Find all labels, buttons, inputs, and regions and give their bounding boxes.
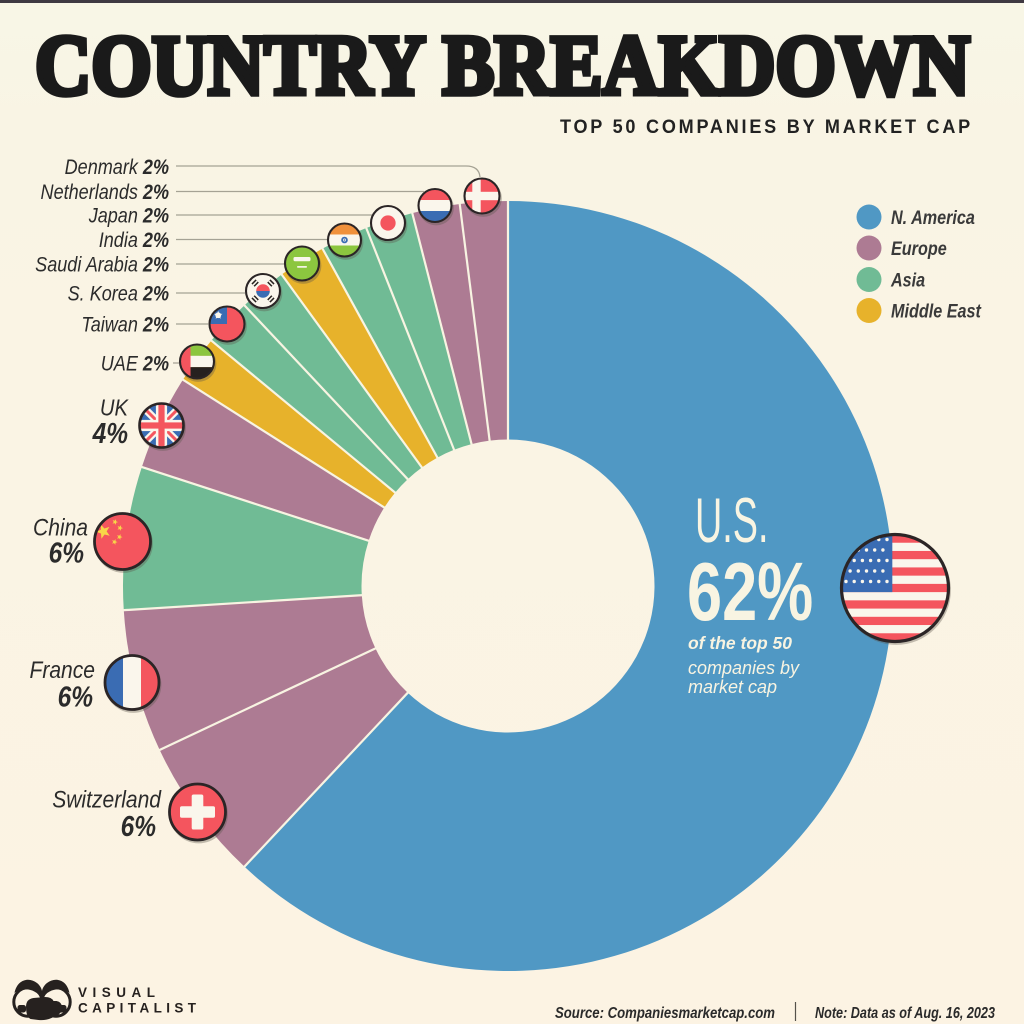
svg-text:N. America: N. America [891,207,975,229]
svg-text:France: France [29,655,95,683]
svg-text:Denmark 2%: Denmark 2% [65,156,169,180]
svg-text:U.S.: U.S. [695,486,768,556]
svg-text:India 2%: India 2% [99,229,169,253]
svg-text:UK: UK [100,394,129,421]
svg-text:6%: 6% [58,681,93,713]
svg-text:Note: Data as of Aug. 16, 2023: Note: Data as of Aug. 16, 2023 [815,1005,995,1022]
svg-text:TOP 50 COMPANIES BY MARKET CAP: TOP 50 COMPANIES BY MARKET CAP [560,116,973,138]
svg-text:4%: 4% [92,417,128,449]
svg-text:UAE 2%: UAE 2% [101,352,169,376]
svg-text:Source: Companiesmarketcap.com: Source: Companiesmarketcap.com [555,1005,775,1022]
svg-text:of the top 50: of the top 50 [688,633,792,653]
svg-text:Taiwan 2%: Taiwan 2% [81,313,169,337]
svg-text:Europe: Europe [891,238,947,260]
svg-text:Japan 2%: Japan 2% [88,204,169,228]
svg-text:market cap: market cap [688,677,777,697]
svg-text:Asia: Asia [890,269,925,291]
svg-text:6%: 6% [49,537,84,569]
svg-text:companies by: companies by [688,658,800,678]
svg-text:Saudi Arabia 2%: Saudi Arabia 2% [35,253,169,277]
svg-text:Switzerland: Switzerland [52,785,162,813]
svg-text:62%: 62% [687,545,813,638]
svg-text:China: China [33,513,88,541]
svg-text:S. Korea 2%: S. Korea 2% [68,282,169,306]
svg-text:Middle East: Middle East [891,300,982,322]
svg-text:COUNTRY BREAKDOWN: COUNTRY BREAKDOWN [35,17,970,113]
svg-text:6%: 6% [121,810,156,842]
svg-text:Netherlands 2%: Netherlands 2% [41,181,169,205]
